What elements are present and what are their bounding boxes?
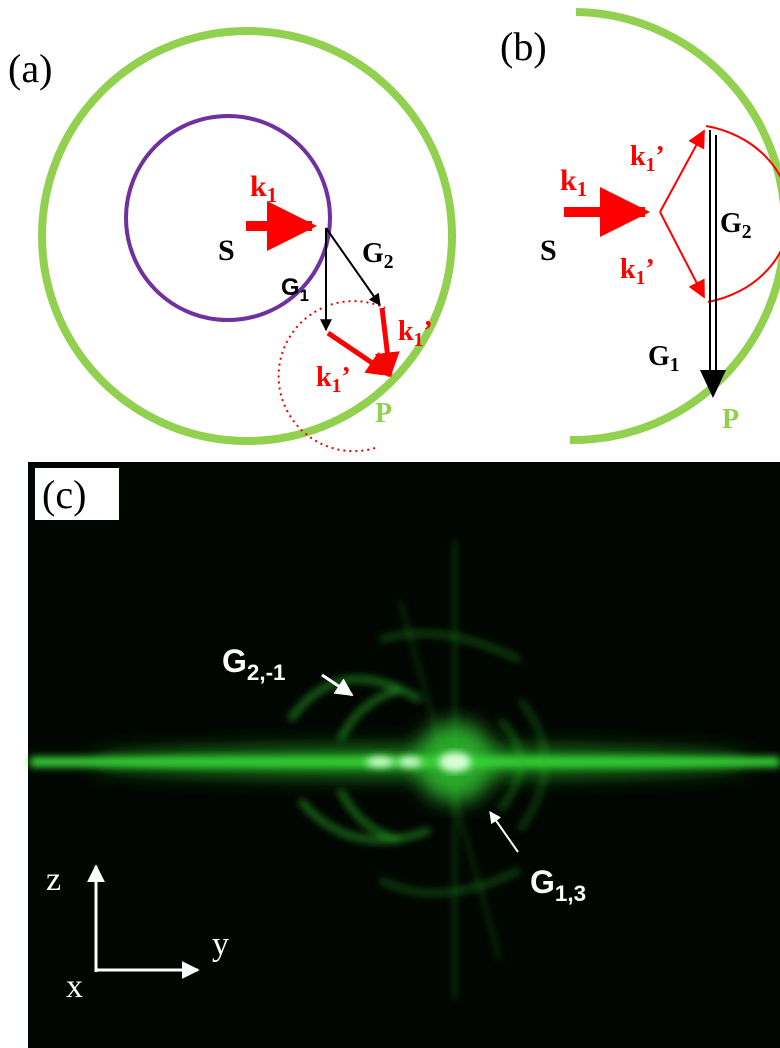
g1-label: G1 xyxy=(648,341,680,376)
panel-label: (c) xyxy=(42,472,86,517)
k1-prime-arrow xyxy=(382,308,390,375)
axis-label: x xyxy=(66,968,83,1005)
k1-prime-arrow xyxy=(328,333,390,375)
k1-label: k1 xyxy=(560,164,587,201)
panel-label: (a) xyxy=(8,46,52,91)
panel-c: (c) G2,-1 G1,3 z y x xyxy=(28,462,780,1048)
k1-prime-label: k1’ xyxy=(398,316,433,351)
axis-label: z xyxy=(46,861,61,898)
source-label: S xyxy=(218,234,235,267)
k1-prime-label: k1’ xyxy=(316,362,351,397)
source-label: S xyxy=(540,234,557,267)
g2-label: G2 xyxy=(720,208,752,243)
figure: (a) k1 S G1 G2 k1’ k1’ P (b) k1 S k1’ k1… xyxy=(0,0,780,1048)
k1-label: k1 xyxy=(250,170,277,207)
k1-prime-label: k1’ xyxy=(630,141,665,176)
g2-label: G2 xyxy=(362,238,394,273)
k1-prime-arrow xyxy=(660,212,704,297)
axis-label: y xyxy=(212,926,229,963)
point-label: P xyxy=(722,404,739,435)
point-label: P xyxy=(375,398,392,429)
g1-label: G1 xyxy=(281,274,309,305)
k1-prime-arrow xyxy=(660,131,704,212)
outer-sphere xyxy=(42,31,452,441)
panel-label: (b) xyxy=(500,24,547,69)
panel-b: (b) k1 S k1’ k1’ G2 G1 P xyxy=(500,12,780,440)
panel-a: (a) k1 S G1 G2 k1’ k1’ P xyxy=(8,31,452,451)
k1-prime-label: k1’ xyxy=(620,254,655,289)
